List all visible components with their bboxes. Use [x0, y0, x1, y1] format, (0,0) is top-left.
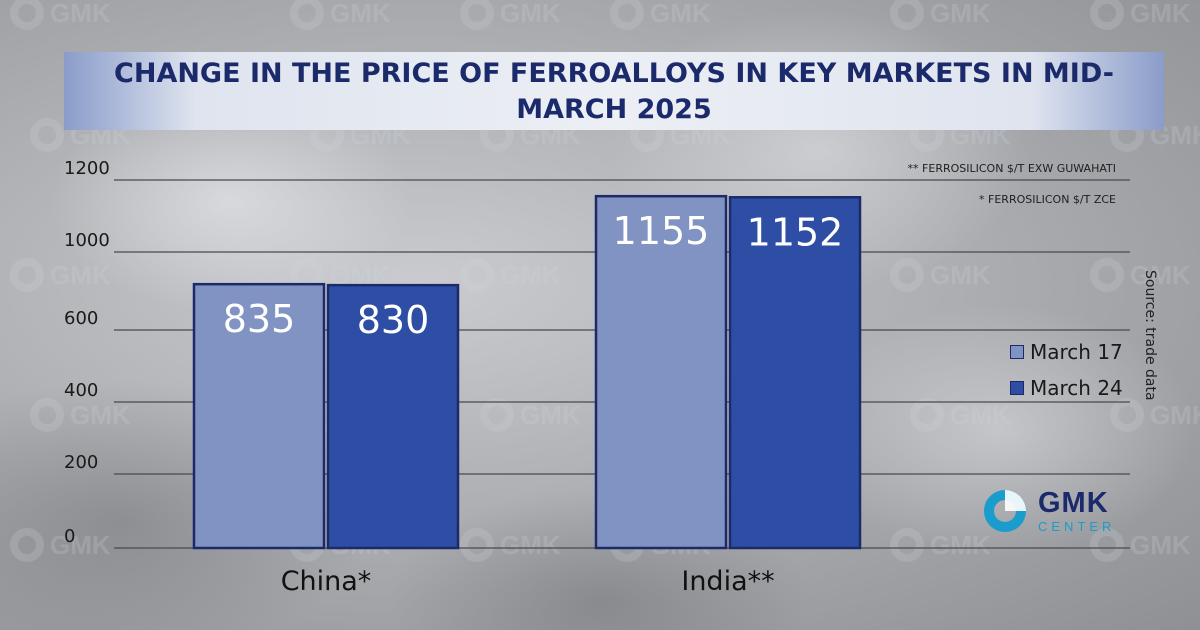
chart-title: CHANGE IN THE PRICE OF FERROALLOYS IN KE…	[114, 58, 1114, 125]
y-tick-label: 200	[64, 452, 98, 473]
y-tick-label: 1200	[64, 158, 110, 179]
data-label: 1155	[613, 209, 710, 253]
legend-swatch-march-24	[1010, 381, 1024, 395]
logo-wordmark: GMK	[1038, 487, 1109, 519]
data-label: 830	[357, 298, 430, 342]
footnote-india: ** FERROSILICON $/T EXW GUWAHATI	[907, 162, 1116, 175]
gmk-logo-icon	[984, 490, 1026, 532]
source-note: Source: trade data	[1142, 270, 1158, 401]
bar	[326, 283, 460, 550]
title-band	[64, 52, 1164, 130]
legend-item-march-17: March 17	[1010, 334, 1123, 370]
y-tick-label: 0	[64, 526, 75, 547]
bar	[192, 282, 326, 550]
footnote-china: * FERROSILICON $/T ZCE	[979, 193, 1116, 206]
legend-item-march-24: March 24	[1010, 370, 1123, 406]
legend: March 17 March 24	[1010, 334, 1123, 406]
gmk-center-logo: GMK CENTER	[982, 488, 1115, 534]
legend-swatch-march-17	[1010, 345, 1024, 359]
x-category-label: China*	[281, 566, 372, 597]
y-tick-label: 400	[64, 380, 98, 401]
bar	[728, 196, 862, 550]
data-label: 1152	[747, 210, 844, 254]
legend-label: March 17	[1030, 340, 1123, 364]
y-tick-label: 1000	[64, 230, 110, 251]
bar	[594, 194, 728, 550]
x-category-label: India**	[681, 566, 774, 597]
data-label: 835	[223, 297, 296, 341]
legend-label: March 24	[1030, 376, 1123, 400]
y-tick-label: 600	[64, 308, 98, 329]
footnotes: ** FERROSILICON $/T EXW GUWAHATI * FERRO…	[908, 162, 1116, 224]
logo-subtitle: CENTER	[1038, 519, 1116, 534]
